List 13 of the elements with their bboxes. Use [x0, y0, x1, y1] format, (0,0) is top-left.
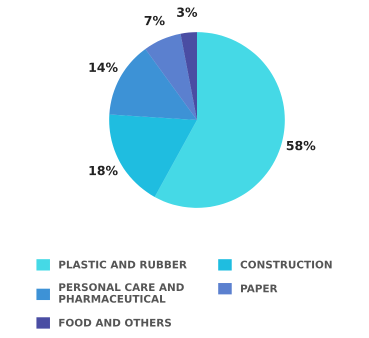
legend-label: CONSTRUCTION	[240, 260, 332, 268]
data-label: 7%	[144, 16, 165, 26]
pie-slice	[180, 32, 197, 120]
data-label: 3%	[177, 7, 198, 17]
legend-label: PAPER	[241, 284, 278, 292]
data-label: 58%	[286, 140, 316, 150]
legend-label: PERSONAL CARE AND PHARMACEUTICAL	[59, 283, 184, 303]
data-label: 18%	[90, 166, 118, 176]
pie-slice	[154, 32, 285, 208]
pie-slice	[145, 34, 197, 120]
legend-label: PLASTIC AND RUBBER	[59, 260, 187, 268]
legend-label: FOOD AND OTHERS	[59, 318, 172, 327]
data-label: 14%	[90, 62, 118, 72]
